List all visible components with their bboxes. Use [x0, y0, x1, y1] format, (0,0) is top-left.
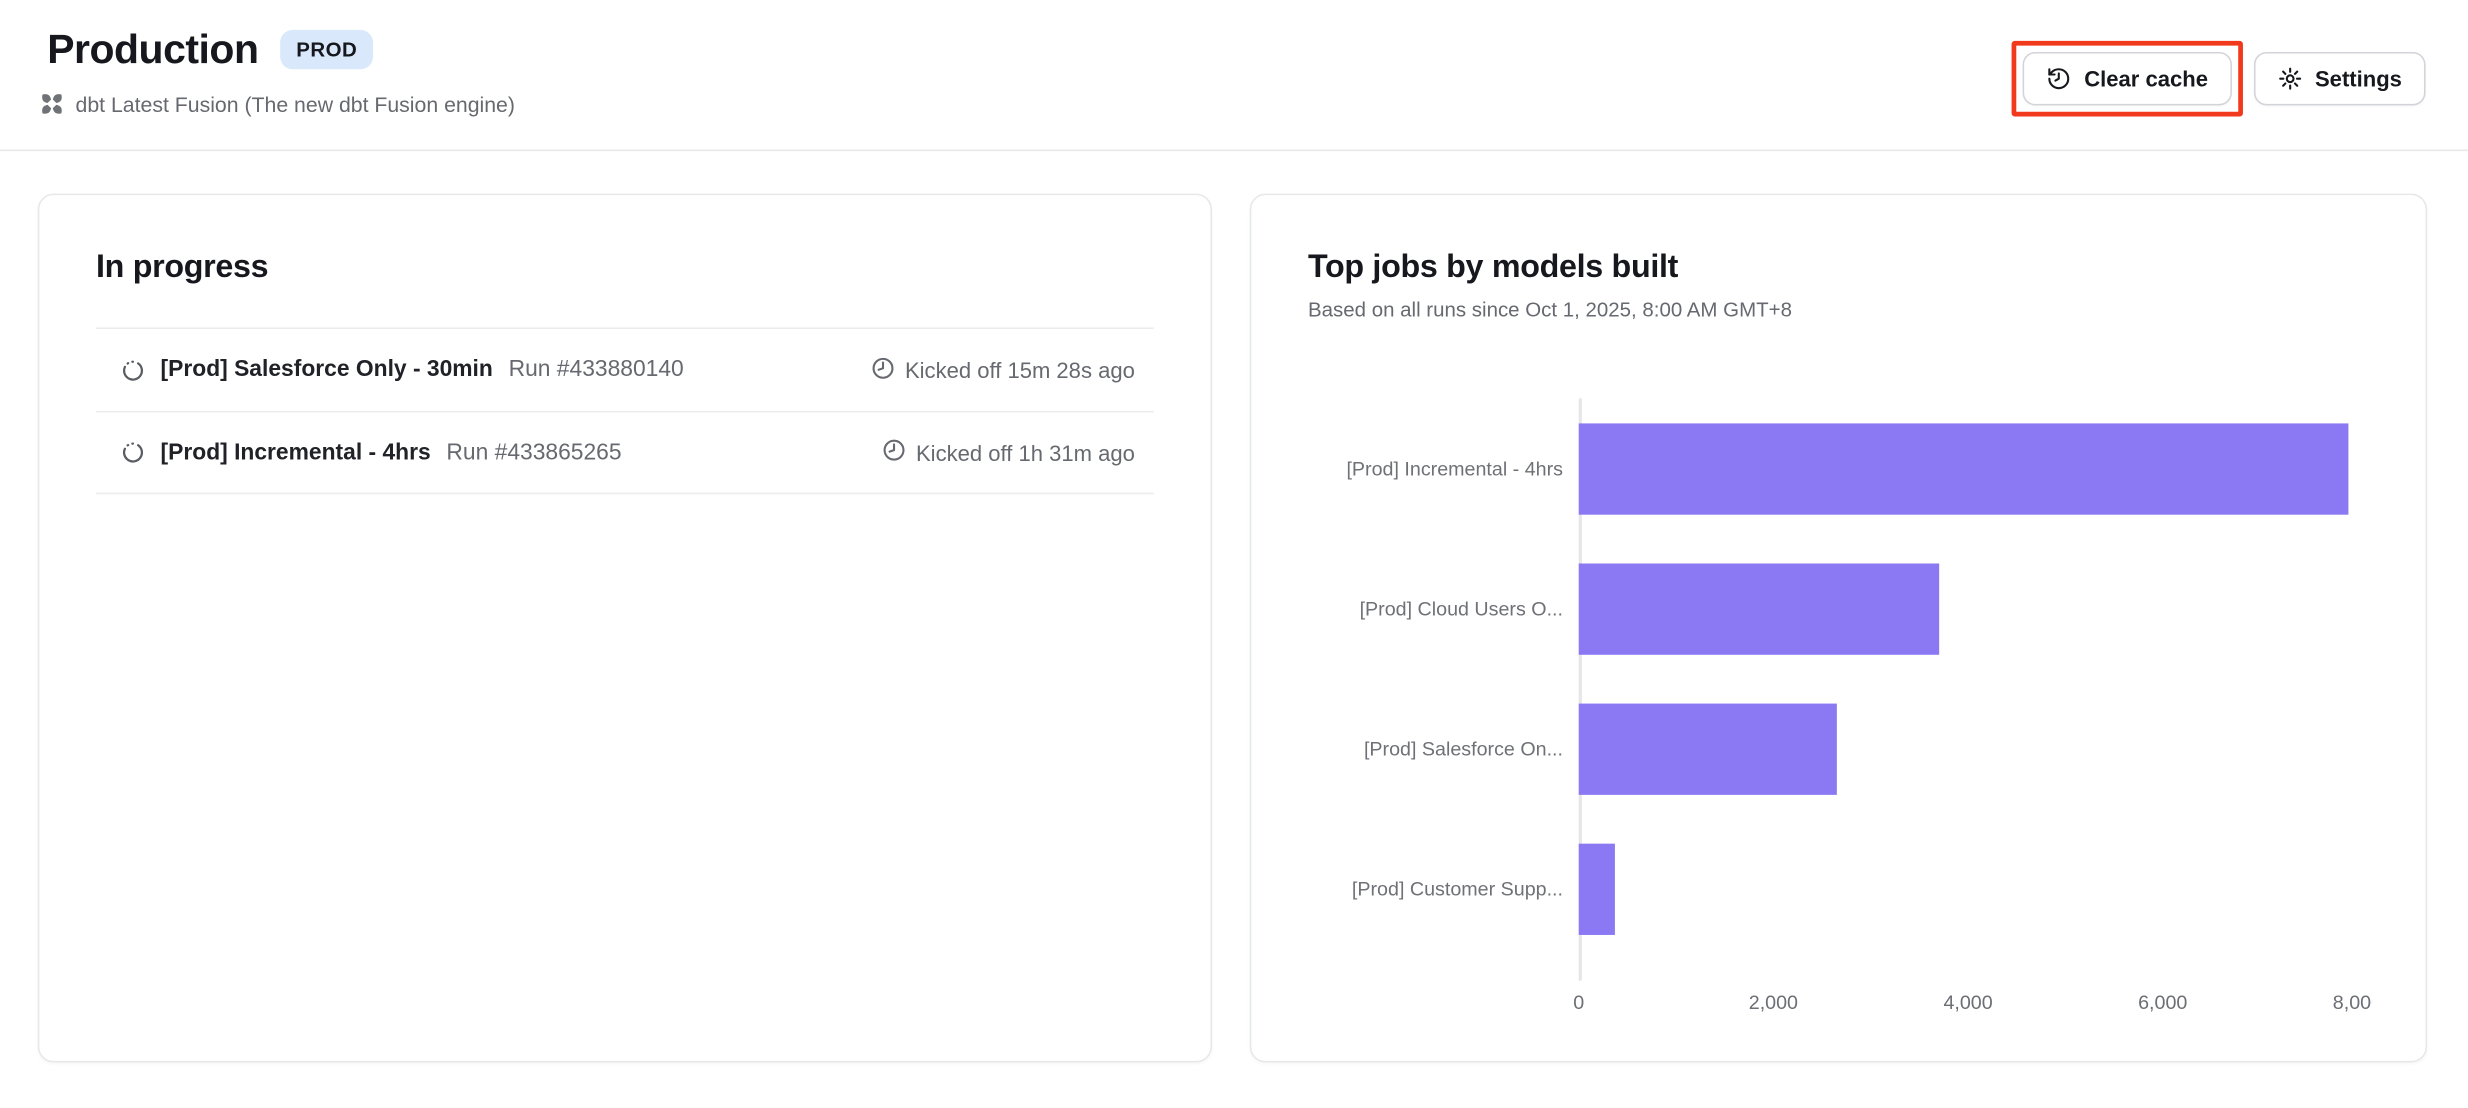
chart-subtitle: Based on all runs since Oct 1, 2025, 8:0…: [1307, 297, 1792, 322]
settings-button[interactable]: Settings: [2253, 51, 2426, 106]
bar-cloud-users[interactable]: [1578, 562, 1939, 654]
bar-salesforce-only[interactable]: [1578, 702, 1837, 795]
category-label: [Prod] Incremental - 4hrs: [1346, 457, 1563, 480]
dbt-fusion-icon: [39, 91, 64, 116]
kicked-off-time: Kicked off 15m 28s ago: [904, 357, 1135, 383]
top-jobs-card: Top jobs by models built Based on all ru…: [1249, 193, 2428, 1063]
run-number-link[interactable]: Run #433880140: [508, 357, 684, 383]
environment-subtitle: dbt Latest Fusion (The new dbt Fusion en…: [75, 92, 515, 116]
page-header: Production PROD dbt Latest Fusion (The n…: [0, 0, 2468, 152]
gear-icon: [2277, 66, 2302, 91]
bar-customer-support[interactable]: [1578, 842, 1616, 935]
chart-row: [Prod] Cloud Users O...: [1308, 538, 2372, 678]
x-tick-label: 0: [1573, 991, 1585, 1014]
x-tick-label: 4,000: [1943, 991, 1993, 1014]
bar-incremental-4hrs[interactable]: [1578, 422, 2348, 514]
x-tick-label: 6,000: [2138, 991, 2188, 1014]
kicked-off-time: Kicked off 1h 31m ago: [915, 439, 1135, 466]
category-label: [Prod] Cloud Users O...: [1359, 597, 1563, 620]
environment-badge: PROD: [280, 29, 374, 70]
category-label: [Prod] Salesforce On...: [1363, 737, 1563, 760]
spinner-icon: [120, 439, 147, 466]
run-number-link[interactable]: Run #433865265: [446, 439, 622, 466]
chart-row: [Prod] Incremental - 4hrs: [1308, 398, 2372, 538]
run-row[interactable]: [Prod] Incremental - 4hrs Run #433865265…: [96, 410, 1154, 495]
clock-icon: [881, 438, 906, 468]
x-axis: 0 2,000 4,000 6,000 8,000: [1573, 987, 2372, 1022]
run-name[interactable]: [Prod] Salesforce Only - 30min: [160, 357, 493, 383]
clear-cache-highlight: Clear cache: [2011, 40, 2243, 117]
chart-row: [Prod] Customer Supp...: [1308, 818, 2372, 958]
run-name[interactable]: [Prod] Incremental - 4hrs: [160, 439, 431, 466]
history-icon: [2046, 66, 2071, 91]
x-tick-label: 2,000: [1748, 991, 1798, 1014]
clear-cache-button[interactable]: Clear cache: [2022, 51, 2232, 106]
bar-chart: [Prod] Incremental - 4hrs [Prod] Cloud U…: [1308, 398, 2372, 1021]
x-tick-label: 8,000: [2332, 991, 2372, 1014]
spinner-icon: [120, 357, 147, 384]
run-list: [Prod] Salesforce Only - 30min Run #4338…: [96, 327, 1154, 495]
run-row[interactable]: [Prod] Salesforce Only - 30min Run #4338…: [96, 327, 1154, 410]
in-progress-title: In progress: [96, 248, 269, 285]
page-title: Production: [47, 25, 259, 73]
category-label: [Prod] Customer Supp...: [1351, 877, 1563, 900]
y-axis-line: [1578, 398, 1582, 981]
chart-row: [Prod] Salesforce On...: [1308, 678, 2372, 818]
in-progress-card: In progress [Prod] Salesforce Only - 30m…: [37, 193, 1212, 1063]
clock-icon: [870, 355, 895, 385]
chart-title: Top jobs by models built: [1307, 248, 1679, 285]
